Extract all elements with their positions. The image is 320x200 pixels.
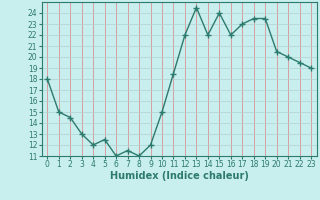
- X-axis label: Humidex (Indice chaleur): Humidex (Indice chaleur): [110, 171, 249, 181]
